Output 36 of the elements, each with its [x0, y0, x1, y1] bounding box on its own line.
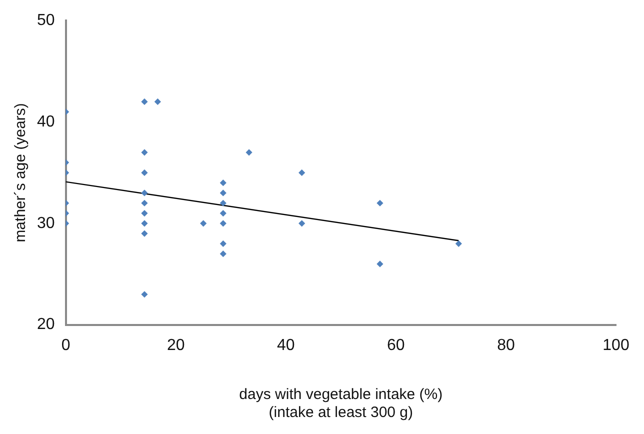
x-tick-label: 20: [166, 336, 185, 354]
y-tick-label: 30: [37, 214, 55, 232]
point: [141, 98, 148, 105]
point: [456, 240, 462, 247]
point: [200, 220, 206, 226]
point: [220, 210, 226, 216]
x-tick-label: 60: [387, 336, 405, 354]
point: [376, 260, 384, 268]
point: [141, 210, 148, 216]
point: [220, 180, 226, 186]
point: [298, 170, 305, 176]
point: [298, 220, 305, 226]
point: [220, 240, 226, 247]
x-axis-title: days with vegetable intake (%) (intake at least 300 g): [239, 386, 443, 422]
point: [246, 149, 252, 156]
x-tick-label: 0: [61, 336, 70, 354]
x-tick-label: 80: [497, 336, 515, 354]
x-tick-label: 40: [276, 336, 295, 354]
point: [220, 220, 226, 226]
point: [141, 149, 148, 156]
point: [141, 230, 148, 237]
point: [220, 250, 226, 257]
point: [141, 200, 148, 206]
y-tick-label: 40: [37, 113, 55, 130]
point: [220, 200, 226, 206]
y-tick-label: 20: [37, 316, 55, 334]
point: [141, 291, 148, 298]
point: [141, 170, 148, 176]
point: [141, 190, 148, 196]
point: [154, 98, 161, 105]
point: [376, 200, 384, 206]
point: [141, 220, 148, 226]
x-tick-label: 100: [602, 336, 630, 354]
point: [220, 190, 226, 196]
y-tick-label: 50: [37, 12, 55, 30]
y-axis-title: mather´s age (years): [12, 103, 30, 242]
